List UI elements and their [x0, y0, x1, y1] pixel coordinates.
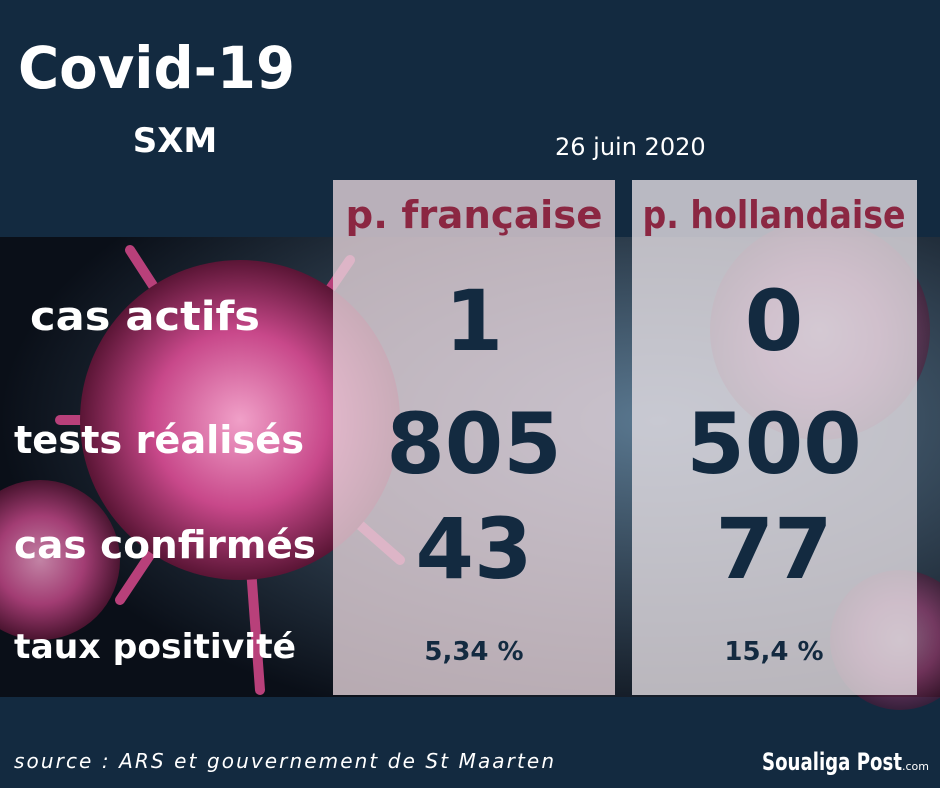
cell-value: 805	[386, 395, 561, 493]
row-label: cas confirmés	[14, 523, 316, 567]
cell-value: 15,4 %	[724, 637, 823, 667]
title: Covid-19	[18, 34, 295, 102]
column-header: p. hollandaise	[643, 193, 906, 237]
logo: Soualiga Post	[762, 748, 902, 776]
row-label: taux positivité	[14, 627, 296, 667]
logo-suffix: .com	[902, 760, 929, 773]
cell-value: 5,34 %	[424, 637, 523, 667]
row-label: tests réalisés	[14, 418, 304, 462]
cell-value: 500	[686, 395, 861, 493]
column-box	[333, 180, 615, 695]
date: 26 juin 2020	[555, 133, 706, 161]
cell-value: 77	[716, 500, 833, 598]
cell-value: 0	[745, 272, 803, 370]
cell-value: 1	[445, 272, 503, 370]
cell-value: 43	[416, 500, 533, 598]
source: source : ARS et gouvernement de St Maart…	[14, 749, 554, 773]
row-label: cas actifs	[30, 294, 260, 340]
column-box	[632, 180, 917, 695]
subtitle: SXM	[133, 121, 218, 161]
column-header: p. française	[346, 193, 603, 237]
